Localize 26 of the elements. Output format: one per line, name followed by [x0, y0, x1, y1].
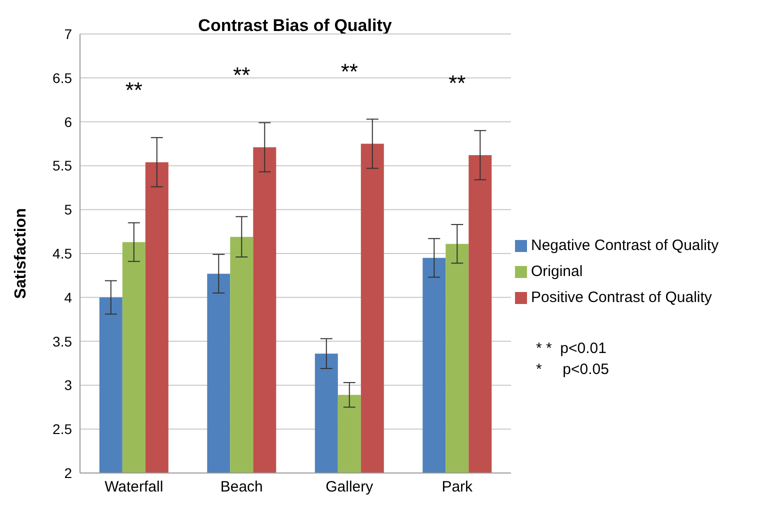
annotation: **: [340, 59, 358, 84]
y-tick-label: 3.5: [52, 333, 72, 350]
legend-label: Original: [531, 263, 583, 280]
y-tick-label: 6.5: [52, 70, 72, 86]
y-tick-label: 5: [64, 202, 72, 218]
y-axis-title: Satisfaction: [12, 208, 30, 299]
y-tick-label: 4.5: [52, 245, 72, 262]
y-tick-label: 5.5: [52, 158, 72, 174]
legend-label: Positive Contrast of Quality: [531, 289, 712, 306]
x-tick-label: Beach: [220, 478, 263, 496]
annotation: **: [448, 70, 466, 96]
y-tick-label: 7: [64, 26, 72, 42]
x-tick-label: Gallery: [326, 478, 374, 496]
annotation: **: [125, 78, 143, 103]
y-tick-label: 2.5: [52, 421, 72, 438]
legend-label: Negative Contrast of Quality: [531, 237, 719, 254]
y-tick-label: 3: [64, 377, 72, 394]
x-tick-label: Park: [442, 478, 474, 496]
chart-title: Contrast Bias of Quality: [197, 16, 393, 36]
text: * p<0.05: [536, 360, 609, 380]
annotation: **: [233, 62, 251, 88]
text: * * p<0.01: [536, 339, 608, 359]
y-tick-label: 4: [64, 289, 72, 306]
x-tick-label: Waterfall: [104, 478, 164, 496]
y-tick-label: 2: [64, 464, 72, 481]
y-tick-label: 6: [64, 114, 72, 130]
